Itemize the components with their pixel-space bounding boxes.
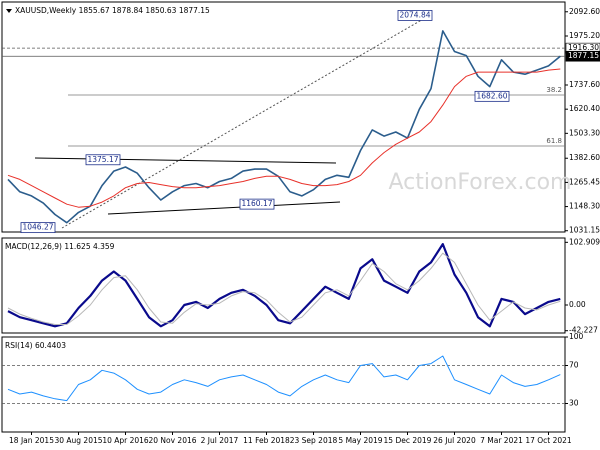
level-label: 1877.15 xyxy=(568,51,599,60)
series-line xyxy=(7,30,561,224)
trend-line xyxy=(107,201,341,215)
series-line xyxy=(7,68,561,208)
series-line xyxy=(7,243,561,328)
annotation-box xyxy=(20,222,56,234)
annotation-box xyxy=(239,198,275,210)
annotation-box xyxy=(85,154,121,166)
x-tick-label: 7 Mar 2021 xyxy=(480,436,523,445)
x-tick-label: 26 Jul 2020 xyxy=(433,436,476,445)
y-tick-label: 1265.45 xyxy=(569,177,600,186)
y-tick-label: -42.227 xyxy=(569,326,598,335)
series-line xyxy=(7,355,561,402)
panel-title: MACD(12,26,9) 11.625 4.359 xyxy=(5,242,115,251)
x-tick-label: 17 Oct 2021 xyxy=(525,436,572,445)
x-tick-label: 5 May 2019 xyxy=(338,436,382,445)
y-tick-label: 70 xyxy=(569,361,579,370)
level-label: 1916.30 xyxy=(568,43,599,52)
y-tick-label: 30 xyxy=(569,399,579,408)
y-tick-label: 1503.30 xyxy=(569,128,600,137)
annotation-box xyxy=(397,10,433,21)
level-box xyxy=(565,50,600,62)
annotation-label: 2074.84 xyxy=(399,10,430,19)
panel-title: XAUUSD,Weekly 1855.67 1878.84 1850.63 18… xyxy=(15,6,210,15)
x-tick-label: 23 Sep 2018 xyxy=(290,436,338,445)
fib-label: 61.8 xyxy=(546,137,562,145)
trend-line xyxy=(61,13,433,229)
y-tick-label: 100 xyxy=(569,332,584,341)
series-line xyxy=(7,252,561,325)
annotation-label: 1160.17 xyxy=(241,199,272,208)
annotation-label: 1046.27 xyxy=(22,223,53,232)
menu-icon[interactable] xyxy=(6,9,12,13)
x-tick-label: 18 Jan 2015 xyxy=(9,436,54,445)
y-tick-label: 1382.60 xyxy=(569,153,600,162)
x-tick-label: 15 Dec 2019 xyxy=(384,436,432,445)
x-tick-label: 20 Nov 2016 xyxy=(148,436,196,445)
annotation-label: 1682.60 xyxy=(476,91,507,100)
x-tick-label: 30 Aug 2015 xyxy=(54,436,102,445)
y-tick-label: 2092.60 xyxy=(569,7,600,16)
trend-line xyxy=(34,157,337,164)
y-tick-label: 1148.30 xyxy=(569,202,600,211)
fib-label: 38.2 xyxy=(546,86,562,94)
panel-title: RSI(14) 60.4403 xyxy=(5,341,66,350)
panel-frame xyxy=(1,336,566,433)
x-tick-label: 10 Apr 2016 xyxy=(102,436,149,445)
x-tick-label: 11 Feb 2018 xyxy=(243,436,290,445)
panel-frame xyxy=(1,237,566,334)
x-tick-label: 2 Jul 2017 xyxy=(201,436,239,445)
annotation-box xyxy=(474,90,510,102)
y-tick-label: 102.909 xyxy=(569,237,600,246)
watermark: ActionForex.com xyxy=(389,170,572,195)
y-tick-label: 0.00 xyxy=(569,300,586,309)
panel-frame xyxy=(1,1,566,233)
y-tick-label: 1737.60 xyxy=(569,80,600,89)
y-tick-label: 1031.15 xyxy=(569,226,600,235)
y-tick-label: 1975.20 xyxy=(569,31,600,40)
y-tick-label: 1620.40 xyxy=(569,104,600,113)
annotation-label: 1375.17 xyxy=(87,155,118,164)
